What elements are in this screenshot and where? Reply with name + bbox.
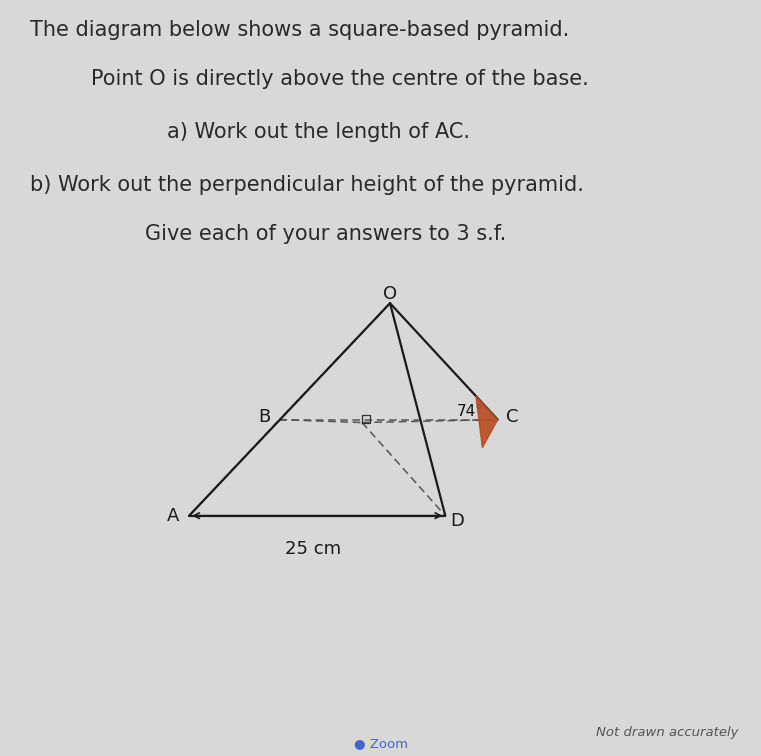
Text: Point O is directly above the centre of the base.: Point O is directly above the centre of … bbox=[91, 70, 589, 89]
Text: Give each of your answers to 3 s.f.: Give each of your answers to 3 s.f. bbox=[145, 225, 506, 244]
Text: 74°: 74° bbox=[457, 404, 484, 419]
Text: ● Zoom: ● Zoom bbox=[354, 737, 407, 750]
Text: 25 cm: 25 cm bbox=[285, 540, 341, 558]
Text: The diagram below shows a square-based pyramid.: The diagram below shows a square-based p… bbox=[30, 20, 570, 40]
Polygon shape bbox=[476, 396, 498, 448]
Text: B: B bbox=[259, 407, 271, 426]
Text: A: A bbox=[167, 507, 180, 525]
Text: b) Work out the perpendicular height of the pyramid.: b) Work out the perpendicular height of … bbox=[30, 175, 584, 195]
Text: D: D bbox=[450, 513, 464, 531]
Text: Not drawn accurately: Not drawn accurately bbox=[596, 727, 738, 739]
Text: C: C bbox=[506, 407, 518, 426]
Text: O: O bbox=[383, 285, 397, 303]
Text: a) Work out the length of AC.: a) Work out the length of AC. bbox=[167, 122, 470, 142]
